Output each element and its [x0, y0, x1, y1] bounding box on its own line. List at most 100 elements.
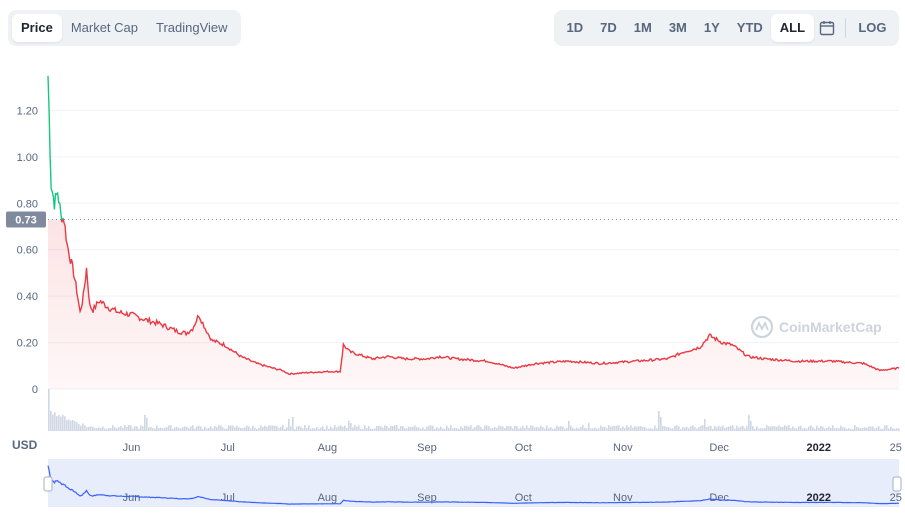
volume-bar: [440, 426, 442, 431]
volume-bar: [98, 427, 100, 431]
volume-bar: [278, 428, 280, 431]
volume-bar: [450, 425, 452, 431]
volume-bar: [212, 428, 214, 431]
volume-bar: [146, 417, 148, 431]
log-scale-toggle[interactable]: LOG: [858, 20, 887, 35]
volume-bar: [844, 427, 846, 431]
calendar-icon[interactable]: [814, 14, 841, 42]
range-1y-button[interactable]: 1Y: [703, 20, 720, 35]
volume-bar: [96, 428, 98, 431]
volume-bar: [202, 428, 204, 431]
volume-bar: [242, 428, 244, 431]
volume-bar: [458, 428, 460, 431]
volume-bar: [136, 426, 138, 431]
x-tick-label: Sep: [417, 442, 437, 454]
volume-bar: [112, 425, 114, 431]
navigator-ticks: Jun Jul Aug Sep Oct Nov Dec 2022 25: [123, 492, 902, 504]
volume-bar: [648, 428, 650, 431]
volume-bar: [156, 425, 158, 431]
volume-bar: [754, 428, 756, 431]
volume-bar: [824, 428, 826, 431]
volume-bar: [318, 428, 320, 431]
volume-bar: [408, 426, 410, 431]
price-area-fill: [48, 219, 899, 389]
volume-bar: [168, 425, 170, 431]
volume-bar: [642, 427, 644, 431]
divider: [844, 18, 846, 38]
volume-bar: [186, 426, 188, 431]
volume-bar: [80, 425, 82, 431]
volume-bar: [238, 427, 240, 431]
y-tick-label: 1.20: [17, 105, 38, 117]
volume-bar: [84, 425, 86, 431]
volume-bar: [894, 428, 896, 431]
volume-bar: [874, 428, 876, 431]
navigator-left-handle[interactable]: [43, 476, 53, 492]
range-3m-button[interactable]: 3M: [668, 20, 687, 35]
volume-bar: [78, 423, 80, 431]
volume-bar: [540, 425, 542, 431]
volume-bar: [346, 427, 348, 431]
navigator-tick-label: Oct: [515, 492, 532, 504]
volume-bar: [316, 426, 318, 431]
volume-bar: [430, 425, 432, 431]
volume-bar: [748, 415, 750, 431]
volume-bar: [866, 427, 868, 431]
volume-bar: [208, 427, 210, 431]
volume-bar: [290, 426, 292, 431]
x-tick-label: Dec: [709, 442, 729, 454]
volume-bar: [662, 425, 664, 431]
volume-bar: [586, 428, 588, 431]
volume-bar: [676, 425, 678, 431]
volume-bar: [180, 428, 182, 431]
volume-bar: [82, 423, 84, 431]
x-tick-label: Jun: [123, 442, 141, 454]
volume-bar: [590, 428, 592, 431]
volume-bar: [490, 428, 492, 431]
tab-price[interactable]: Price: [12, 14, 62, 42]
navigator-selection[interactable]: [48, 459, 899, 507]
volume-bar: [62, 414, 64, 431]
navigator[interactable]: Jun Jul Aug Sep Oct Nov Dec 2022 25: [43, 459, 902, 507]
volume-bar: [896, 428, 898, 431]
y-tick-label: 0.60: [17, 245, 38, 257]
volume-bar: [418, 427, 420, 431]
volume-bar: [762, 428, 764, 431]
volume-bar: [624, 428, 626, 431]
volume-bar: [90, 426, 92, 431]
volume-bar: [524, 427, 526, 431]
volume-bar: [268, 425, 270, 431]
price-line-down: [60, 219, 900, 376]
range-1d-button[interactable]: 1D: [566, 20, 584, 35]
volume-bar: [174, 427, 176, 431]
volume-bar: [248, 426, 250, 431]
volume-bar: [454, 427, 456, 431]
volume-bar: [362, 428, 364, 431]
volume-bar: [654, 425, 656, 431]
navigator-right-handle[interactable]: [892, 476, 902, 492]
range-1m-button[interactable]: 1M: [633, 20, 652, 35]
volume-bar: [620, 428, 622, 431]
range-7d-button[interactable]: 7D: [600, 20, 617, 35]
volume-bar: [672, 428, 674, 431]
tab-tradingview[interactable]: TradingView: [156, 20, 228, 35]
volume-bar: [326, 425, 328, 431]
volume-bar: [264, 425, 266, 431]
volume-bar: [500, 426, 502, 431]
volume-bar: [644, 426, 646, 431]
volume-bar: [892, 428, 894, 431]
volume-bar: [386, 426, 388, 431]
range-all-button[interactable]: ALL: [771, 14, 814, 42]
volume-bar: [182, 427, 184, 431]
volume-bar: [200, 426, 202, 431]
volume-bar: [736, 425, 738, 431]
volume-bar: [142, 426, 144, 431]
volume-bar: [352, 427, 354, 431]
range-ytd-button[interactable]: YTD: [736, 20, 763, 35]
volume-bar: [680, 428, 682, 431]
tab-market-cap[interactable]: Market Cap: [70, 20, 139, 35]
volume-bar: [166, 426, 168, 431]
volume-bar: [190, 426, 192, 431]
volume-bar: [870, 426, 872, 431]
volume-bar: [286, 427, 288, 431]
